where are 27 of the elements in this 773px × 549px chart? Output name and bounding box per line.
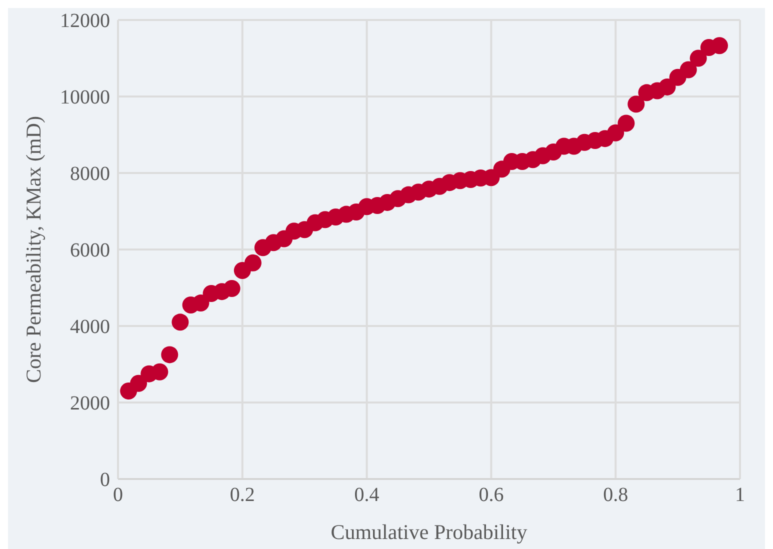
x-axis-title: Cumulative Probability — [330, 520, 528, 544]
point — [244, 254, 262, 272]
point — [628, 96, 645, 113]
point — [172, 314, 189, 331]
y-tick-label: 10000 — [60, 86, 110, 109]
x-tick-label: 0.4 — [354, 484, 380, 506]
x-tick-label: 1 — [735, 484, 745, 506]
point — [161, 346, 178, 364]
y-tick-label: 0 — [100, 469, 110, 492]
point — [680, 61, 697, 78]
y-tick-label: 4000 — [70, 316, 110, 338]
point — [618, 114, 635, 132]
x-tick-label: 0.2 — [230, 484, 255, 506]
point — [151, 363, 168, 380]
point — [192, 294, 210, 312]
point — [223, 280, 240, 298]
y-tick-label: 2000 — [70, 392, 110, 415]
y-tick-label: 8000 — [70, 163, 110, 186]
y-tick-label: 12000 — [60, 10, 110, 32]
x-tick-label: 0.6 — [478, 484, 504, 506]
point — [130, 374, 148, 392]
y-axis-title: Core Permeability, KMax (mD) — [21, 116, 46, 383]
point — [658, 78, 676, 96]
x-tick-label: 0.8 — [603, 484, 628, 506]
point — [690, 50, 707, 67]
point — [607, 124, 624, 142]
y-tick-label: 6000 — [70, 240, 110, 262]
